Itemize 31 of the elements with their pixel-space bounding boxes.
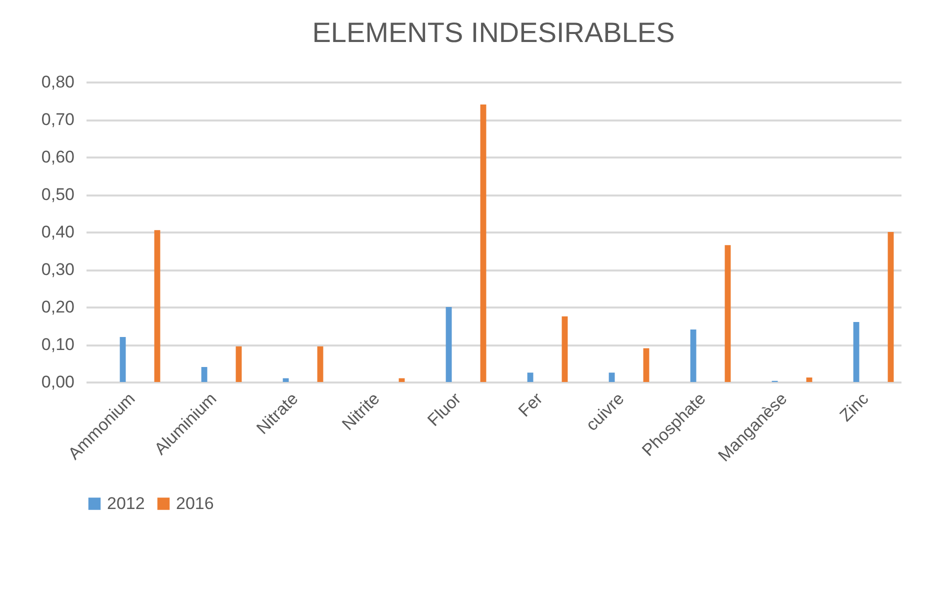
bar bbox=[888, 232, 894, 382]
bar bbox=[562, 316, 568, 382]
y-tick-label: 0,80 bbox=[41, 72, 74, 92]
bar bbox=[317, 346, 324, 382]
y-tick-label: 0,40 bbox=[41, 222, 74, 242]
bar bbox=[527, 372, 534, 382]
legend-label: 2016 bbox=[176, 494, 214, 513]
bar bbox=[282, 378, 289, 382]
y-tick-label: 0,60 bbox=[41, 148, 74, 166]
y-tick-label: 0,00 bbox=[41, 372, 74, 392]
bar bbox=[201, 367, 208, 382]
legend-label: 2012 bbox=[107, 494, 145, 513]
bar bbox=[690, 330, 696, 382]
y-tick-label: 0,50 bbox=[41, 185, 74, 204]
bar bbox=[154, 230, 160, 382]
bar bbox=[480, 104, 486, 382]
bar bbox=[120, 337, 126, 382]
bar bbox=[608, 372, 615, 382]
chart-title: ELEMENTS INDESIRABLES bbox=[312, 17, 675, 48]
bar bbox=[724, 245, 731, 382]
bar bbox=[446, 307, 452, 382]
x-tick-label: Zinc bbox=[836, 388, 873, 426]
y-tick-label: 0,10 bbox=[41, 335, 74, 354]
y-tick-label: 0,20 bbox=[41, 298, 74, 316]
bar bbox=[806, 378, 812, 382]
y-tick-label: 0,70 bbox=[41, 110, 74, 129]
bar bbox=[236, 346, 242, 382]
y-tick-label: 0,30 bbox=[41, 260, 74, 279]
bar bbox=[643, 348, 650, 382]
x-tick-label: Fer bbox=[514, 388, 547, 421]
bar bbox=[853, 322, 860, 382]
